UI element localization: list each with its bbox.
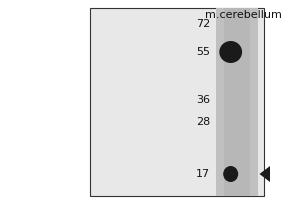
- Polygon shape: [260, 166, 270, 182]
- Bar: [90, 8, 264, 196]
- Text: 72: 72: [196, 19, 210, 29]
- Text: 17: 17: [196, 169, 210, 179]
- Text: 36: 36: [196, 95, 210, 105]
- Bar: [216, 8, 258, 196]
- Text: 28: 28: [196, 117, 210, 127]
- Bar: [224, 8, 250, 196]
- Ellipse shape: [219, 41, 242, 63]
- Text: 55: 55: [196, 47, 210, 57]
- Text: m.cerebellum: m.cerebellum: [205, 10, 281, 20]
- Ellipse shape: [223, 166, 238, 182]
